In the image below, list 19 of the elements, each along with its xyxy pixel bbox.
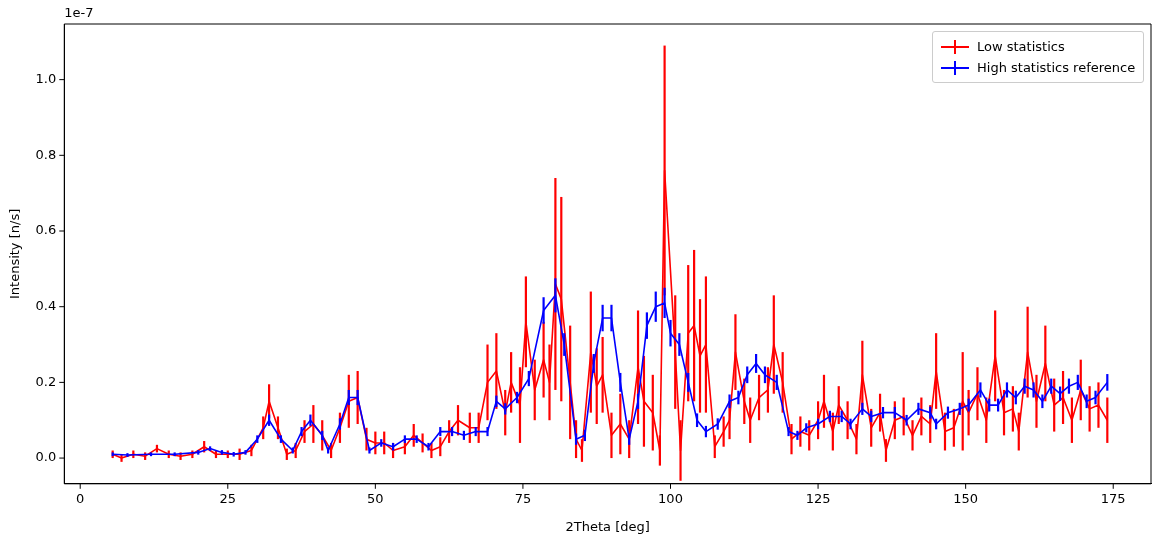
x-tick-label: 125 <box>805 490 831 506</box>
x-tick-label: 100 <box>658 490 683 506</box>
x-tick-label: 150 <box>953 490 979 506</box>
y-tick-label: 0.6 <box>35 222 57 238</box>
y-tick-label: 0.4 <box>35 298 57 314</box>
legend-label: Low statistics <box>977 38 1065 56</box>
x-tick-label: 50 <box>367 490 384 506</box>
x-tick-label: 0 <box>76 490 85 506</box>
text: 1e-7 <box>64 4 94 20</box>
x-axis-title: 2Theta [deg] <box>565 518 650 534</box>
y-tick-label: 0.8 <box>35 146 57 162</box>
y-axis-title: Intensity [n/s] <box>7 208 23 300</box>
x-tick-label: 175 <box>1100 490 1126 506</box>
legend-label: High statistics reference <box>977 59 1136 77</box>
x-tick-label: 75 <box>514 490 532 506</box>
y-tick-label: 1.0 <box>35 71 57 87</box>
y-tick-label: 0.2 <box>35 373 57 389</box>
x-tick-label: 25 <box>219 490 237 506</box>
y-tick-label: 0.0 <box>35 449 57 465</box>
